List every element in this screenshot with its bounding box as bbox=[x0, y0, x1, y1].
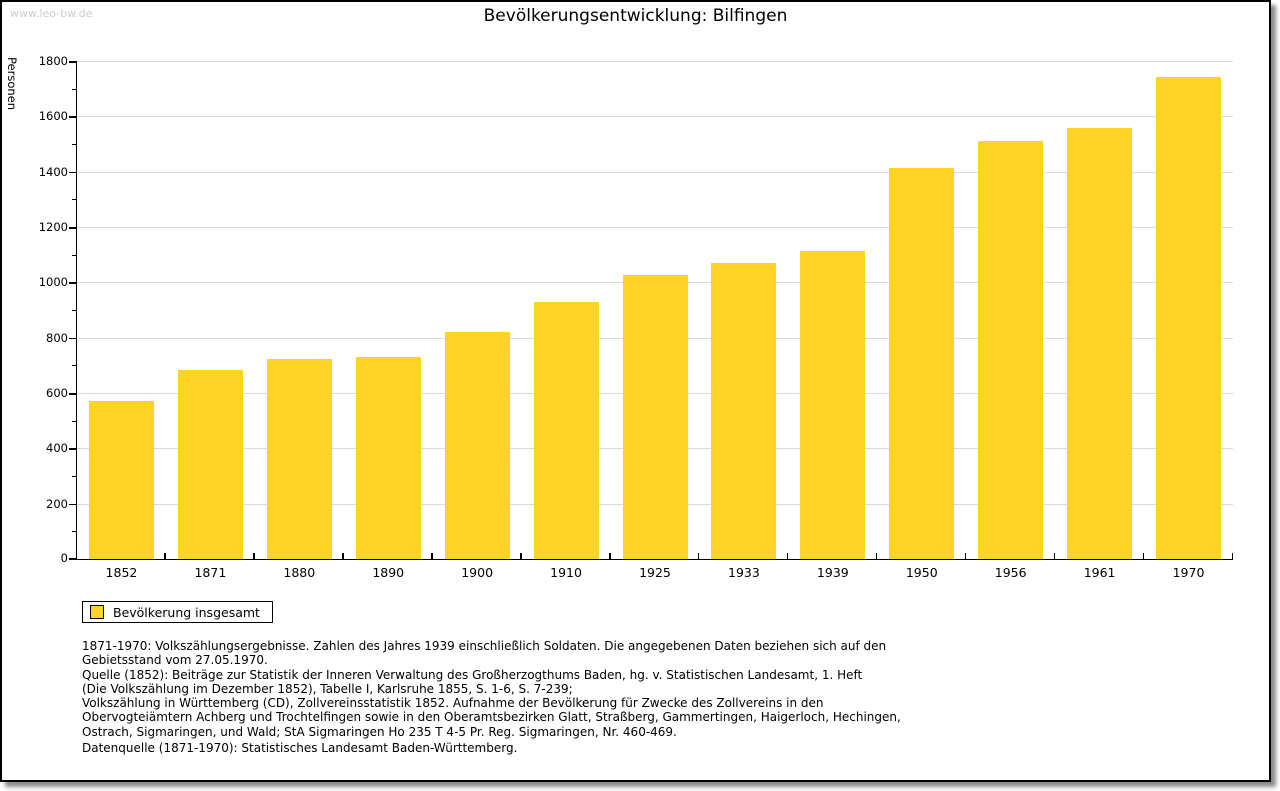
y-tick-1000 bbox=[69, 282, 76, 284]
y-tick-600 bbox=[69, 393, 76, 395]
footnote-line: Quelle (1852): Beiträge zur Statistik de… bbox=[82, 667, 863, 682]
x-tick-label-1961: 1961 bbox=[1083, 565, 1116, 580]
y-tick-label-600: 600 bbox=[46, 386, 68, 400]
bar-1961 bbox=[1067, 127, 1133, 559]
x-boundary-tick-5 bbox=[520, 553, 522, 559]
y-tick-label-400: 400 bbox=[46, 441, 68, 456]
bar-1956 bbox=[978, 141, 1044, 559]
x-tick-label-1956: 1956 bbox=[994, 565, 1027, 580]
y-tick-label-1000: 1000 bbox=[38, 275, 68, 290]
bar-1900 bbox=[444, 332, 510, 559]
y-minor-tick-1500 bbox=[72, 144, 76, 145]
x-tick-label-1880: 1880 bbox=[283, 565, 316, 580]
y-axis-title: Personen bbox=[5, 57, 19, 111]
y-minor-tick-1700 bbox=[72, 88, 76, 90]
y-tick-label-200: 200 bbox=[46, 496, 68, 511]
bar-1871 bbox=[177, 370, 243, 559]
y-tick-400 bbox=[69, 448, 76, 450]
bar-1933 bbox=[711, 262, 777, 559]
y-tick-1800 bbox=[69, 61, 76, 63]
legend-swatch-icon bbox=[90, 605, 104, 619]
y-tick-800 bbox=[69, 337, 76, 340]
x-boundary-tick-3 bbox=[342, 553, 344, 559]
x-tick-label-1900: 1900 bbox=[461, 565, 494, 580]
x-tick-label-1925: 1925 bbox=[639, 565, 671, 580]
bar-1970 bbox=[1156, 77, 1222, 559]
bar-1852 bbox=[88, 401, 154, 559]
y-minor-tick-1300 bbox=[72, 199, 76, 201]
y-tick-label-1400: 1400 bbox=[38, 164, 68, 179]
x-boundary-tick-9 bbox=[875, 553, 878, 559]
x-tick-label-1890: 1890 bbox=[372, 565, 405, 580]
x-tick-label-1852: 1852 bbox=[105, 565, 138, 580]
x-tick-label-1970: 1970 bbox=[1172, 565, 1205, 580]
y-tick-1600 bbox=[69, 116, 76, 118]
y-minor-tick-500 bbox=[72, 420, 76, 422]
footnote-block: 1871-1970: Volkszählungsergebnisse. Zahl… bbox=[82, 639, 901, 739]
footnote-line: 1871-1970: Volkszählungsergebnisse. Zahl… bbox=[82, 639, 887, 653]
bar-1910 bbox=[533, 301, 599, 559]
x-boundary-tick-4 bbox=[431, 553, 433, 559]
y-minor-tick-300 bbox=[72, 476, 76, 477]
legend-label: Bevölkerung insgesamt bbox=[113, 604, 260, 620]
x-boundary-tick-13 bbox=[1231, 553, 1233, 559]
datasource-line: Datenquelle (1871-1970): Statistisches L… bbox=[82, 741, 518, 755]
bar-1925 bbox=[622, 275, 688, 559]
y-tick-label-1800: 1800 bbox=[38, 54, 68, 68]
footnote-line: (Die Volkszählung im Dezember 1852), Tab… bbox=[82, 681, 573, 696]
footnote-line: Gebietsstand vom 27.05.1970. bbox=[82, 653, 268, 668]
x-boundary-tick-1 bbox=[164, 553, 166, 559]
footnote-line: Ostrach, Sigmaringen, und Wald; StA Sigm… bbox=[82, 724, 677, 739]
chart-title: Bevölkerungsentwicklung: Bilfingen bbox=[483, 6, 788, 26]
x-tick-label-1939: 1939 bbox=[816, 565, 849, 580]
bar-1880 bbox=[266, 359, 332, 559]
y-tick-1400 bbox=[69, 171, 76, 174]
x-boundary-tick-2 bbox=[253, 553, 255, 559]
x-boundary-tick-6 bbox=[609, 553, 611, 559]
y-minor-tick-1100 bbox=[72, 254, 76, 256]
y-tick-200 bbox=[69, 503, 76, 506]
x-boundary-tick-8 bbox=[786, 553, 789, 559]
leo-bw-watermark: www.leo-bw.de bbox=[10, 7, 93, 20]
x-tick-label-1950: 1950 bbox=[905, 565, 938, 580]
x-boundary-tick-10 bbox=[964, 553, 967, 559]
x-boundary-tick-7 bbox=[697, 553, 700, 559]
y-tick-0 bbox=[69, 558, 76, 560]
y-tick-1200 bbox=[69, 227, 76, 229]
gridline-1800 bbox=[77, 61, 1233, 62]
y-tick-label-1600: 1600 bbox=[38, 109, 68, 124]
y-tick-label-1200: 1200 bbox=[38, 220, 68, 234]
footnote-line: Volkszählung in Württemberg (CD), Zollve… bbox=[82, 696, 824, 711]
bar-1890 bbox=[355, 357, 421, 559]
x-tick-label-1910: 1910 bbox=[550, 565, 582, 580]
gridline-1200 bbox=[77, 227, 1233, 228]
y-minor-tick-700 bbox=[72, 365, 76, 367]
y-minor-tick-100 bbox=[72, 531, 76, 533]
x-tick-label-1933: 1933 bbox=[728, 565, 760, 580]
plot-area: 0 200 400 600 800 1000 1200 1400 1600 1800 1852 187… bbox=[39, 54, 1233, 580]
x-tick-label-1871: 1871 bbox=[194, 565, 227, 580]
bar-1939 bbox=[800, 250, 866, 559]
x-boundary-tick-11 bbox=[1053, 553, 1056, 559]
y-tick-label-0: 0 bbox=[60, 551, 68, 565]
footnote-line: Obervogteiämtern Achberg und Trochtelfin… bbox=[82, 710, 901, 725]
gridline-1400 bbox=[77, 171, 1233, 173]
y-minor-tick-900 bbox=[72, 310, 76, 311]
x-boundary-tick-12 bbox=[1142, 553, 1145, 559]
legend-box: Bevölkerung insgesamt bbox=[82, 601, 273, 623]
y-tick-label-800: 800 bbox=[46, 330, 68, 345]
bar-1950 bbox=[889, 167, 955, 559]
gridline-1600 bbox=[77, 116, 1233, 118]
